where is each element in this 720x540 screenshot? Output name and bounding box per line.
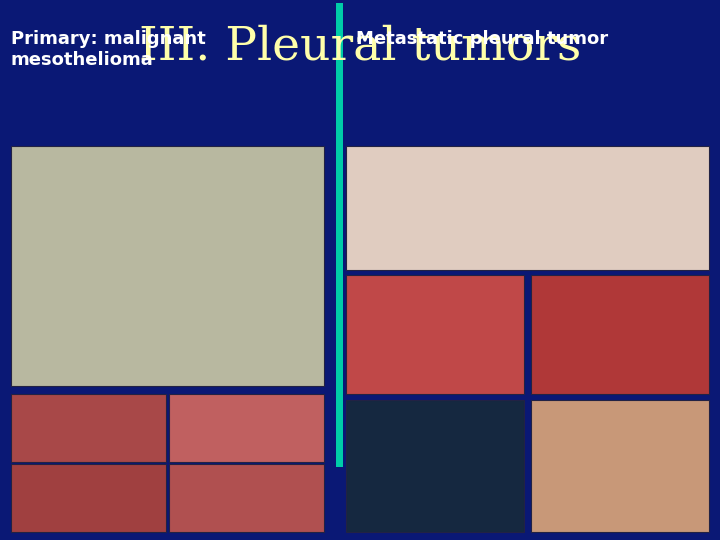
- Bar: [11, 464, 166, 532]
- Bar: [11, 394, 166, 462]
- Text: III. Pleural tumors: III. Pleural tumors: [139, 24, 581, 70]
- Bar: [346, 275, 524, 394]
- Bar: [336, 3, 343, 467]
- Bar: [169, 464, 324, 532]
- Bar: [346, 400, 524, 532]
- Bar: [169, 394, 324, 462]
- Text: Metastatic pleural tumor: Metastatic pleural tumor: [356, 30, 608, 48]
- Bar: [531, 400, 709, 532]
- Bar: [346, 146, 709, 270]
- Bar: [11, 146, 324, 386]
- Bar: [531, 275, 709, 394]
- Text: Primary: malignant
mesothelioma: Primary: malignant mesothelioma: [11, 30, 205, 69]
